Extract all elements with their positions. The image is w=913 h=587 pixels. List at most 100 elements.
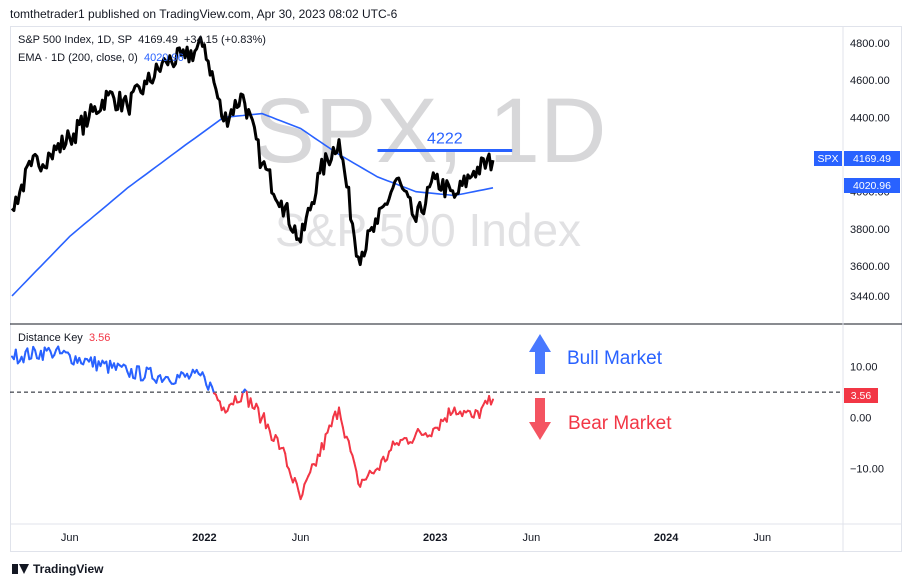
spx-price-badge[interactable]: SPX 4169.49	[814, 151, 900, 166]
distance-key-segment	[351, 454, 356, 464]
distance-key-segment	[257, 407, 262, 424]
distance-legend-label: Distance Key	[18, 332, 83, 344]
distance-key-segment	[41, 346, 46, 361]
distance-key-segment	[438, 418, 442, 431]
distance-key-segment	[203, 375, 208, 386]
footer-brand: TradingView	[33, 562, 104, 576]
distance-key-segment	[226, 404, 231, 412]
distance-key-segment	[22, 350, 27, 364]
distance-key-segment	[490, 398, 494, 406]
distance-key-segment	[295, 482, 300, 493]
tradingview-footer[interactable]: TradingView	[12, 562, 103, 576]
legend-change: +34.15 (+0.83%)	[183, 34, 266, 46]
main-series-legend[interactable]: S&P 500 Index, 1D, SP 4169.49 +34.15 (+0…	[18, 34, 266, 46]
distance-tick-label: 10.00	[850, 362, 878, 374]
time-axis[interactable]: Jun 2022 Jun 2023 Jun 2024 Jun	[61, 532, 771, 544]
distance-key-segment	[301, 483, 306, 496]
watermark-ticker: SPX, 1D	[254, 80, 607, 182]
distance-tick-label: 0.00	[850, 413, 871, 425]
time-tick-label: 2024	[654, 532, 679, 544]
distance-key-segment	[472, 409, 477, 419]
tradingview-logo-icon	[12, 564, 29, 574]
distance-key-segment	[326, 424, 331, 434]
distance-key-segment	[315, 453, 319, 467]
distance-key-segment	[57, 345, 62, 355]
distance-value-badge[interactable]: 3.56	[844, 388, 878, 403]
distance-key-line	[11, 345, 494, 501]
price-tick-label: 3440.00	[850, 291, 890, 303]
time-tick-label: Jun	[292, 532, 310, 544]
ema-price-badge[interactable]: 4020.96	[844, 178, 900, 193]
distance-key-segment	[234, 395, 239, 404]
distance-key-segment	[124, 364, 129, 373]
distance-legend-value: 3.56	[88, 332, 111, 344]
legend-close: 4169.49	[138, 34, 178, 46]
time-tick-label: 2023	[423, 532, 447, 544]
distance-key-segment	[143, 366, 148, 379]
arrow-up-icon	[529, 334, 551, 374]
ema-200-line	[11, 112, 494, 297]
time-tick-label: 2022	[192, 532, 216, 544]
price-tick-label: 4600.00	[850, 75, 890, 87]
distance-key-segment	[266, 423, 271, 432]
distance-key-segment	[218, 400, 223, 412]
distance-key-segment	[347, 439, 352, 453]
distance-key-segment	[330, 415, 335, 428]
distance-key-segment	[174, 373, 179, 385]
distance-key-segment	[338, 406, 342, 421]
distance-key-segment	[263, 412, 267, 430]
distance-key-segment	[134, 365, 138, 380]
legend-symbol: S&P 500 Index, 1D, SP	[18, 34, 132, 46]
distance-key-segment	[14, 348, 19, 365]
watermark-name: S&P 500 Index	[275, 204, 581, 256]
distance-key-segment	[322, 433, 327, 451]
distance-key-segment	[249, 397, 254, 409]
distance-badge-value: 3.56	[851, 390, 872, 402]
distance-key-segment	[478, 407, 483, 419]
distance-key-segment	[138, 365, 142, 382]
publish-header: tomthetrader1 published on TradingView.c…	[10, 7, 398, 21]
price-axis[interactable]: 3440.003600.003800.004000.004200.004400.…	[850, 38, 890, 303]
distance-key-segment	[430, 427, 435, 438]
distance-axis[interactable]: 10.00 0.00 −10.00	[850, 362, 884, 476]
distance-key-segment	[284, 452, 289, 468]
time-tick-label: Jun	[523, 532, 541, 544]
bear-market-label: Bear Market	[568, 413, 672, 434]
distance-key-segment	[68, 354, 73, 365]
distance-key-segment	[309, 463, 314, 474]
distance-key-segment	[130, 368, 135, 379]
price-tick-label: 4400.00	[850, 112, 890, 124]
distance-key-segment	[34, 349, 38, 360]
spx-badge-value: 4169.49	[853, 153, 891, 165]
distance-key-segment	[155, 375, 160, 384]
bull-market-label: Bull Market	[567, 348, 663, 369]
distance-key-segment	[390, 440, 394, 451]
chart-frame[interactable]	[10, 26, 902, 552]
time-tick-label: Jun	[753, 532, 771, 544]
distance-key-segment	[341, 426, 346, 439]
distance-key-segment	[453, 406, 458, 416]
distance-key-segment	[282, 446, 287, 455]
price-tick-label: 3600.00	[850, 261, 890, 273]
distance-key-segment	[30, 345, 35, 360]
distance-key-segment	[149, 366, 154, 380]
distance-key-segment	[355, 470, 360, 485]
distance-key-segment	[26, 347, 31, 361]
distance-key-segment	[359, 478, 364, 488]
distance-key-segment	[378, 459, 383, 471]
distance-key-segment	[268, 430, 273, 441]
price-line	[10, 35, 495, 267]
distance-key-segment	[288, 468, 292, 478]
distance-legend[interactable]: Distance Key 3.56	[18, 332, 110, 344]
ema-legend-label: EMA · 1D (200, close, 0)	[18, 52, 138, 64]
distance-key-segment	[239, 391, 244, 403]
distance-key-segment	[340, 418, 344, 429]
distance-tick-label: −10.00	[850, 464, 884, 476]
distance-key-segment	[386, 450, 391, 461]
distance-key-segment	[276, 437, 281, 450]
ema-badge-value: 4020.96	[853, 180, 891, 192]
ema-legend-value: 4020.96	[143, 52, 184, 64]
distance-key-segment	[353, 462, 358, 473]
ema-legend[interactable]: EMA · 1D (200, close, 0) 4020.96	[18, 52, 184, 64]
